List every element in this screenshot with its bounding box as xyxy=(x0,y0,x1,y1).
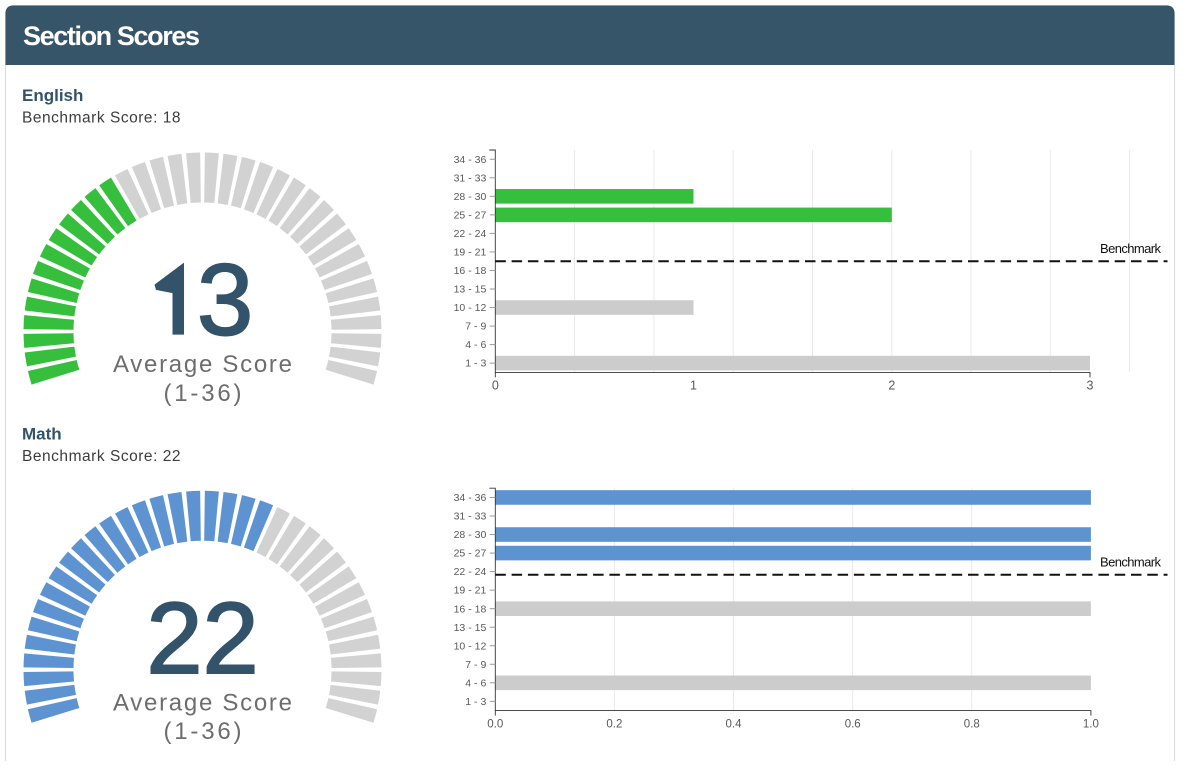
svg-text:10 - 12: 10 - 12 xyxy=(454,640,487,652)
svg-text:English: English xyxy=(22,86,83,105)
svg-text:28 - 30: 28 - 30 xyxy=(454,191,487,203)
svg-text:3: 3 xyxy=(1087,378,1094,392)
svg-text:Benchmark Score: 18: Benchmark Score: 18 xyxy=(22,110,181,127)
svg-text:22: 22 xyxy=(146,583,258,695)
svg-text:2: 2 xyxy=(888,378,895,392)
svg-text:0.0: 0.0 xyxy=(487,719,503,731)
svg-text:7 - 9: 7 - 9 xyxy=(465,659,486,671)
svg-text:22 - 24: 22 - 24 xyxy=(454,566,487,578)
svg-text:16 - 18: 16 - 18 xyxy=(454,603,487,615)
svg-text:25 - 27: 25 - 27 xyxy=(454,209,487,221)
svg-text:4 - 6: 4 - 6 xyxy=(465,677,486,689)
svg-text:13 - 15: 13 - 15 xyxy=(454,622,487,634)
svg-text:19 - 21: 19 - 21 xyxy=(454,247,487,259)
svg-text:16 - 18: 16 - 18 xyxy=(454,265,487,277)
svg-text:1: 1 xyxy=(690,378,697,392)
svg-text:Benchmark: Benchmark xyxy=(1100,241,1162,256)
svg-text:(1-36): (1-36) xyxy=(164,380,242,407)
svg-text:0.6: 0.6 xyxy=(845,719,861,731)
svg-text:31 - 33: 31 - 33 xyxy=(454,511,487,523)
svg-text:4 - 6: 4 - 6 xyxy=(465,339,486,351)
svg-text:0: 0 xyxy=(492,378,499,392)
svg-text:Benchmark: Benchmark xyxy=(1100,555,1162,570)
svg-text:19 - 21: 19 - 21 xyxy=(454,585,487,597)
svg-text:10 - 12: 10 - 12 xyxy=(454,302,487,314)
svg-text:31 - 33: 31 - 33 xyxy=(454,172,487,184)
svg-text:25 - 27: 25 - 27 xyxy=(454,548,487,560)
svg-text:7 - 9: 7 - 9 xyxy=(465,321,486,333)
svg-text:3: 3 xyxy=(197,245,253,357)
svg-text:13 - 15: 13 - 15 xyxy=(454,284,487,296)
svg-text:Average Score: Average Score xyxy=(113,351,292,378)
svg-text:Benchmark Score: 22: Benchmark Score: 22 xyxy=(22,448,181,465)
svg-text:34 - 36: 34 - 36 xyxy=(454,154,487,166)
svg-text:Average Score: Average Score xyxy=(113,689,292,716)
svg-text:0.8: 0.8 xyxy=(964,719,980,731)
svg-text:0.4: 0.4 xyxy=(726,719,743,731)
svg-text:34 - 36: 34 - 36 xyxy=(454,492,487,504)
svg-text:(1-36): (1-36) xyxy=(164,718,242,745)
svg-text:Section Scores: Section Scores xyxy=(23,21,200,51)
svg-text:22 - 24: 22 - 24 xyxy=(454,228,487,240)
svg-text:Math: Math xyxy=(22,424,62,443)
svg-text:1 - 3: 1 - 3 xyxy=(465,358,486,370)
svg-text:0.2: 0.2 xyxy=(606,719,622,731)
svg-text:28 - 30: 28 - 30 xyxy=(454,529,487,541)
svg-text:1 - 3: 1 - 3 xyxy=(465,696,486,708)
svg-text:1.0: 1.0 xyxy=(1083,719,1099,731)
